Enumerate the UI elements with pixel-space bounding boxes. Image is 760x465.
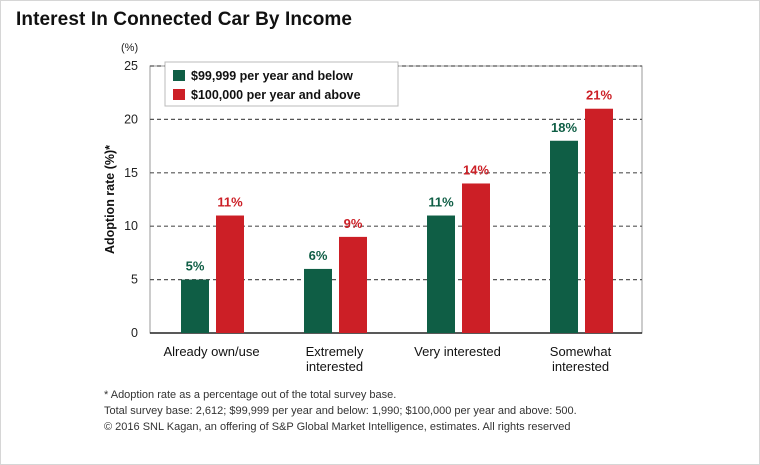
y-tick-label-10: 10 [124,219,138,233]
x-tick-label-3-line0: Somewhat [550,344,612,359]
legend-label-1: $100,000 per year and above [191,88,361,102]
footnote-copyright: © 2016 SNL Kagan, an offering of S&P Glo… [104,421,571,433]
x-tick-label-1-line1: interested [306,359,363,374]
data-label-high-3: 21% [586,88,612,103]
legend-box [164,61,399,107]
data-label-high-2: 14% [463,162,489,177]
y-tick-label-20: 20 [124,112,138,126]
y-tick-label-15: 15 [124,166,138,180]
legend-swatch-1 [173,89,185,100]
data-label-low-2: 11% [428,195,454,210]
bar-high-1 [339,236,367,333]
bar-low-1 [304,268,332,333]
footnote-adoption: * Adoption rate as a percentage out of t… [104,389,397,401]
data-label-high-1: 9% [344,216,363,231]
bar-low-0 [181,279,209,333]
x-tick-label-0: Already own/use [163,344,259,359]
x-tick-label-1-line0: Extremely [306,344,364,359]
chart-title: Interest In Connected Car By Income [16,9,353,30]
bar-high-3 [585,108,613,333]
bar-low-3 [550,140,578,333]
y-axis-title: Adoption rate (%)* [103,145,117,254]
y-tick-label-25: 25 [124,59,138,73]
x-tick-label-2: Very interested [414,344,501,359]
y-tick-label-0: 0 [131,326,138,340]
bar-high-2 [462,183,490,333]
y-tick-label-5: 5 [131,273,138,287]
legend-swatch-0 [173,70,185,81]
data-label-low-1: 6% [309,248,328,263]
data-label-low-3: 18% [551,120,577,135]
legend-label-0: $99,999 per year and below [191,69,353,83]
data-label-low-0: 5% [186,259,205,274]
unit-label: (%) [121,42,138,54]
bar-low-2 [427,215,455,333]
footnote-survey-base: Total survey base: 2,612; $99,999 per ye… [104,405,577,417]
data-label-high-0: 11% [217,195,243,210]
bar-high-0 [216,215,244,333]
x-tick-label-3-line1: interested [552,359,609,374]
